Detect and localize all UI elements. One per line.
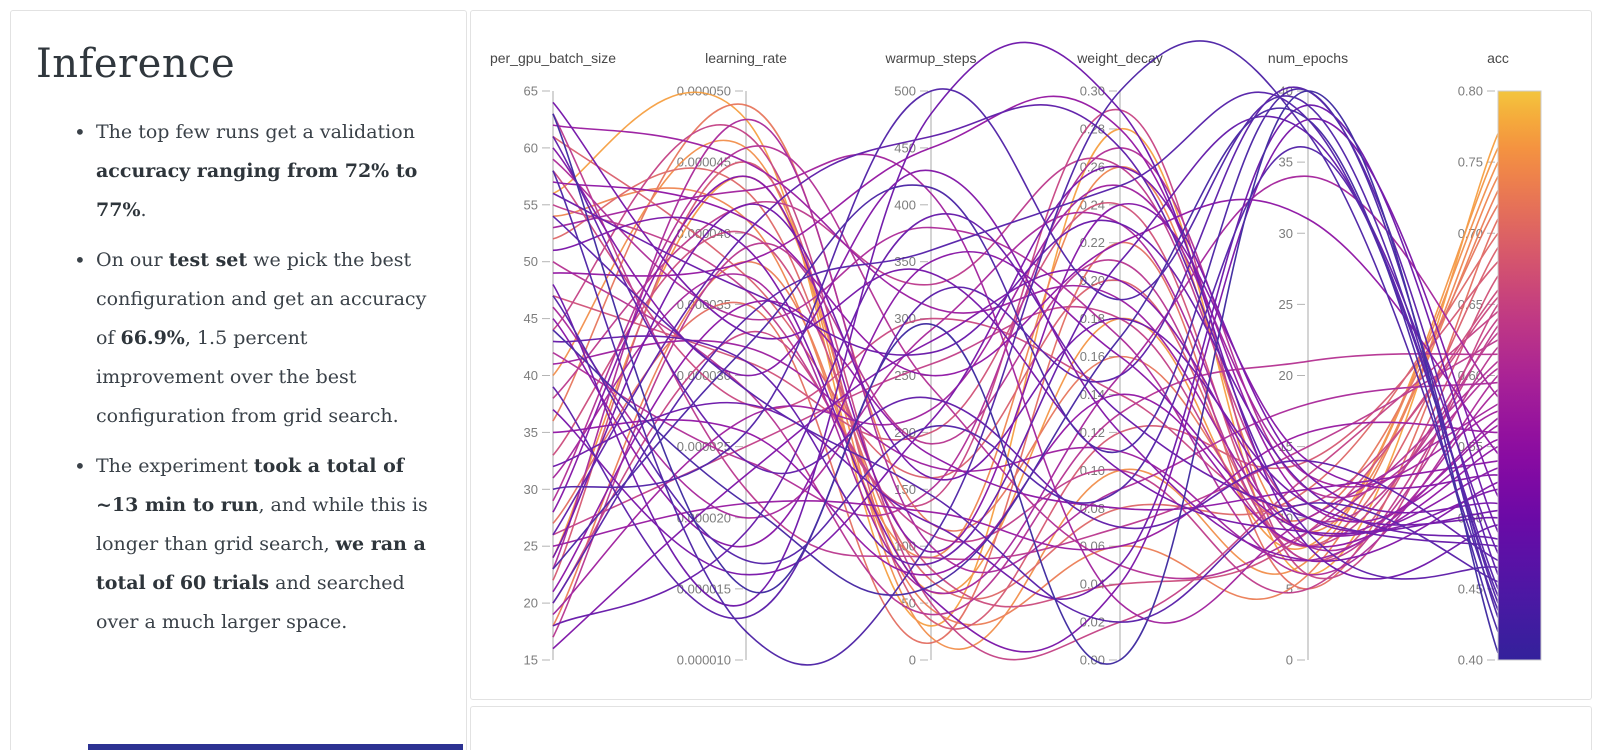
tick-label: 35 bbox=[524, 425, 538, 440]
tick-label: 0.80 bbox=[1458, 84, 1483, 99]
trial-line[interactable] bbox=[552, 165, 1499, 576]
trial-line[interactable] bbox=[552, 113, 1499, 561]
tick-label: 0.00 bbox=[1080, 653, 1105, 668]
tick-label: 0.30 bbox=[1080, 84, 1105, 99]
trial-line[interactable] bbox=[552, 190, 1499, 627]
acc-colorbar bbox=[1497, 90, 1542, 661]
tick-label: 0.000020 bbox=[677, 510, 731, 525]
trial-line[interactable] bbox=[552, 269, 1499, 650]
tick-label: 0.75 bbox=[1458, 155, 1483, 170]
tick-label: 0.18 bbox=[1080, 311, 1105, 326]
tick-label: 0.22 bbox=[1080, 235, 1105, 250]
tick-label: 0 bbox=[909, 653, 916, 668]
trial-line[interactable] bbox=[552, 40, 1499, 666]
trial-line[interactable] bbox=[552, 118, 1499, 574]
tick-label: 0.26 bbox=[1080, 159, 1105, 174]
axis-title-warmup_steps: warmup_steps bbox=[884, 50, 976, 66]
trial-line[interactable] bbox=[552, 139, 1499, 650]
tick-label: 50 bbox=[524, 254, 538, 269]
tick-label: 0.000050 bbox=[677, 84, 731, 99]
tick-label: 65 bbox=[524, 84, 538, 99]
trial-line[interactable] bbox=[552, 136, 1499, 562]
trial-line[interactable] bbox=[552, 124, 1499, 537]
trial-line[interactable] bbox=[552, 86, 1499, 620]
trial-line[interactable] bbox=[552, 41, 1499, 607]
tick-label: 0.000010 bbox=[677, 653, 731, 668]
tick-label: 0.40 bbox=[1458, 653, 1483, 668]
trial-line[interactable] bbox=[552, 107, 1499, 632]
tick-label: 350 bbox=[894, 254, 916, 269]
inference-card: Inference The top few runs get a validat… bbox=[10, 10, 467, 750]
tick-label: 0.45 bbox=[1458, 581, 1483, 596]
tick-label: 400 bbox=[894, 197, 916, 212]
tick-label: 30 bbox=[524, 482, 538, 497]
trial-line[interactable] bbox=[552, 88, 1499, 604]
tick-label: 150 bbox=[894, 482, 916, 497]
tick-label: 40 bbox=[524, 368, 538, 383]
tick-label: 0.20 bbox=[1080, 273, 1105, 288]
axis-title-weight_decay: weight_decay bbox=[1076, 50, 1163, 66]
trial-line[interactable] bbox=[552, 215, 1499, 623]
tick-label: 35 bbox=[1279, 155, 1293, 170]
trial-line[interactable] bbox=[552, 95, 1499, 523]
tick-label: 0.28 bbox=[1080, 121, 1105, 136]
axis-title-num_epochs: num_epochs bbox=[1268, 50, 1348, 66]
trial-line[interactable] bbox=[552, 181, 1499, 455]
page-title: Inference bbox=[36, 41, 236, 87]
trial-line[interactable] bbox=[552, 261, 1499, 616]
tick-label: 500 bbox=[894, 84, 916, 99]
tick-label: 60 bbox=[524, 140, 538, 155]
tick-label: 0 bbox=[1286, 653, 1293, 668]
trial-line[interactable] bbox=[552, 192, 1499, 540]
tick-label: 100 bbox=[894, 539, 916, 554]
tick-label: 0.000015 bbox=[677, 581, 731, 596]
trial-lines-group bbox=[552, 40, 1499, 666]
trial-line[interactable] bbox=[552, 90, 1499, 665]
trial-line[interactable] bbox=[552, 88, 1499, 618]
trial-line[interactable] bbox=[552, 184, 1499, 616]
trial-line[interactable] bbox=[552, 103, 1499, 532]
tick-label: 0.24 bbox=[1080, 197, 1105, 212]
tick-label: 0.14 bbox=[1080, 387, 1105, 402]
next-card-partial bbox=[470, 706, 1592, 750]
axis-title-acc: acc bbox=[1487, 50, 1509, 66]
axis-title-per_gpu_batch_size: per_gpu_batch_size bbox=[490, 50, 616, 66]
tick-label: 20 bbox=[1279, 368, 1293, 383]
trial-line[interactable] bbox=[552, 104, 1499, 600]
trial-line[interactable] bbox=[552, 170, 1499, 507]
trial-line[interactable] bbox=[552, 158, 1499, 576]
tick-label: 55 bbox=[524, 197, 538, 212]
trial-line[interactable] bbox=[552, 91, 1499, 627]
tick-label: 45 bbox=[524, 311, 538, 326]
axis-title-learning_rate: learning_rate bbox=[705, 50, 787, 66]
next-section-header-partial bbox=[88, 744, 463, 750]
tick-label: 20 bbox=[524, 596, 538, 611]
trial-line[interactable] bbox=[552, 339, 1499, 562]
trial-line[interactable] bbox=[552, 421, 1499, 551]
bullet-item-3: The experiment took a total of ~13 min t… bbox=[74, 447, 451, 642]
tick-label: 0.65 bbox=[1458, 297, 1483, 312]
inference-bullet-list: The top few runs get a validation accura… bbox=[11, 113, 451, 642]
tick-label: 30 bbox=[1279, 226, 1293, 241]
trial-line[interactable] bbox=[552, 230, 1499, 608]
tick-label: 0.12 bbox=[1080, 425, 1105, 440]
trial-line[interactable] bbox=[552, 175, 1499, 553]
trial-line[interactable] bbox=[552, 166, 1499, 559]
trial-line[interactable] bbox=[552, 104, 1499, 580]
tick-label: 15 bbox=[524, 653, 538, 668]
trial-line[interactable] bbox=[552, 211, 1499, 552]
tick-label: 25 bbox=[524, 539, 538, 554]
tick-label: 0.02 bbox=[1080, 615, 1105, 630]
bullet-item-2: On our test set we pick the best configu… bbox=[74, 241, 451, 436]
bullet-item-1: The top few runs get a validation accura… bbox=[74, 113, 451, 230]
axis-per_gpu_batch_size[interactable]: 65 60 55 50 45 40 35 30 25 20 15 per_gpu_batch_size bbox=[490, 50, 616, 668]
tick-label: 25 bbox=[1279, 297, 1293, 312]
trial-line[interactable] bbox=[552, 146, 1499, 597]
parallel-coordinates-plot[interactable]: 65 60 55 50 45 40 35 30 25 20 15 per_gpu_batch_size… bbox=[471, 11, 1591, 699]
parallel-coordinates-card: 65 60 55 50 45 40 35 30 25 20 15 per_gpu_batch_size… bbox=[470, 10, 1592, 700]
tick-label: 0.16 bbox=[1080, 349, 1105, 364]
trial-line[interactable] bbox=[552, 213, 1499, 627]
